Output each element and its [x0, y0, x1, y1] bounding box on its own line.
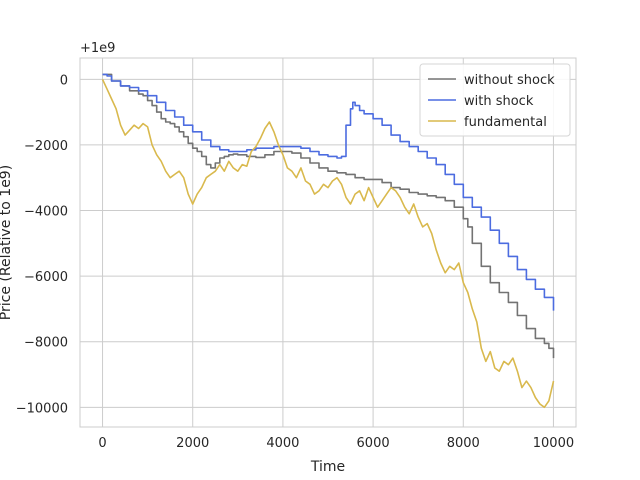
legend-label: with shock [464, 94, 534, 109]
x-tick-label: 8000 [447, 436, 480, 451]
x-tick-label: 2000 [176, 436, 209, 451]
y-tick-label: −2000 [24, 139, 68, 154]
x-tick-label: 4000 [266, 436, 299, 451]
series-line-1 [102, 73, 555, 311]
y-tick-label: 0 [60, 73, 68, 88]
series-line-0 [102, 73, 555, 359]
y-ticks: 0 −2000 −4000 −6000 −8000 −10000 [16, 73, 68, 416]
y-offset-text: +1e9 [80, 41, 115, 56]
y-tick-label: −6000 [24, 270, 68, 285]
x-tick-label: 0 [98, 436, 106, 451]
legend-label: without shock [464, 73, 555, 88]
x-tick-label: 10000 [533, 436, 574, 451]
x-axis-label: Time [310, 459, 345, 475]
legend-label: fundamental [464, 115, 547, 130]
series-line-2 [101, 78, 555, 409]
y-tick-label: −4000 [24, 205, 68, 220]
x-tick-label: 6000 [357, 436, 390, 451]
legend-frame [419, 63, 571, 137]
x-ticks: 0 2000 4000 6000 8000 10000 [98, 436, 574, 451]
series-layer [101, 73, 555, 409]
grid [80, 58, 576, 427]
y-tick-label: −10000 [16, 401, 68, 416]
legend: without shock with shock fundamental [419, 63, 571, 137]
y-tick-label: −8000 [24, 336, 68, 351]
y-axis-label: Price (Relative to 1e9) [0, 165, 14, 320]
plot-frame [79, 57, 577, 428]
